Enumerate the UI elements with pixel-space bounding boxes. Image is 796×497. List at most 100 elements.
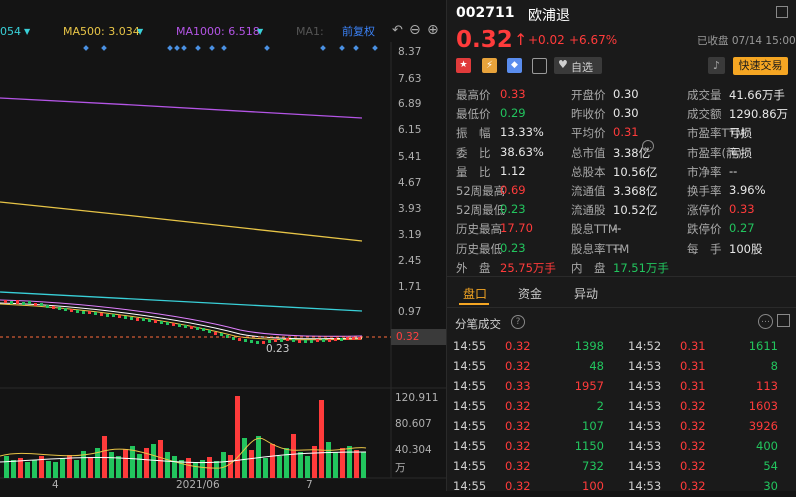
volume-unit: 万 (395, 462, 406, 474)
quote-label: 历史最低 (456, 241, 502, 256)
tick-volume: 54 (763, 459, 778, 473)
zoom-out-icon[interactable]: ⊖ (409, 22, 421, 38)
price-tick: 3.19 (398, 229, 422, 241)
price-tick: 0.97 (398, 306, 422, 318)
quote-label: 最低价 (456, 107, 491, 122)
tick-volume: 400 (756, 439, 778, 453)
note-icon[interactable] (532, 58, 547, 74)
tick-volume: 48 (589, 359, 604, 373)
tick-time: 14:53 (628, 439, 662, 453)
undo-icon[interactable]: ↶ (392, 23, 403, 38)
quote-label: 跌停价 (687, 222, 722, 237)
stock-name: 欧浦退 (528, 8, 570, 24)
quote-label: 流通值 (571, 184, 606, 198)
quote-row: 成交量 41.66万手 (687, 87, 795, 105)
quote-value: 1.12 (500, 163, 526, 178)
quote-row: 流通股 10.52亿 (571, 202, 686, 220)
quote-value: 17.70 (500, 221, 533, 236)
price-tick: 4.67 (398, 177, 422, 189)
tick-row: 14:55 0.32 1150 (447, 439, 622, 457)
kline-chart-pane[interactable]: 054 ▼ MA500: 3.034 ▼ MA1000: 6.518 ▼ MA1… (0, 0, 446, 491)
quote-label: 平均价 (571, 126, 606, 141)
tick-price: 0.32 (505, 359, 531, 373)
tick-price: 0.32 (505, 439, 531, 453)
up-arrow-icon: ↑ (514, 30, 528, 49)
tick-time: 14:55 (453, 359, 487, 373)
quote-row: 历史最低 0.23 (456, 241, 571, 259)
quote-value: 0.23 (500, 240, 526, 255)
candles (4, 300, 361, 344)
zoom-in-icon[interactable]: ⊕ (427, 22, 439, 38)
expand-icon[interactable] (776, 6, 788, 18)
quote-value: 10.52亿 (613, 203, 658, 218)
tick-time: 14:55 (453, 419, 487, 433)
quote-panel: 002711 欧浦退 0.32 ↑ +0.02 +6.67% 已收盘 07/14… (447, 0, 796, 493)
more-options-icon[interactable]: … (758, 314, 773, 329)
tick-price: 0.31 (680, 379, 706, 393)
help-icon[interactable]: ? (511, 315, 525, 329)
quote-row: 昨收价 0.30 (571, 106, 686, 124)
watchlist-button[interactable]: ♥ 自选 (554, 57, 602, 74)
quote-row: 开盘价 0.30 (571, 87, 686, 105)
price-change: +0.02 (528, 33, 565, 47)
tick-volume: 2 (596, 399, 604, 413)
ma-first-dropdown-icon[interactable]: ▼ (24, 27, 31, 36)
quote-row: 流通值 3.368亿 (571, 183, 686, 201)
quote-label: 量 比 (456, 164, 491, 179)
ma-first-value: 054 (0, 25, 21, 38)
quote-row: 跌停价 0.27 (687, 221, 795, 239)
expand-ticks-icon[interactable] (777, 314, 790, 327)
tick-price: 0.32 (680, 459, 706, 473)
quote-label: 委 比 (456, 145, 491, 160)
tick-row: 14:53 0.32 54 (622, 459, 796, 477)
tick-price: 0.31 (680, 359, 706, 373)
quote-row: 平均价 0.31 (571, 125, 686, 143)
tick-price: 0.31 (680, 339, 706, 353)
tag-icon[interactable]: ◆ (507, 58, 522, 73)
tick-row: 14:53 0.32 1603 (622, 399, 796, 417)
quote-value: 0.69 (500, 183, 526, 197)
tick-price: 0.32 (505, 459, 531, 473)
tab-active-indicator (459, 303, 489, 305)
quote-label: 52周最高 (456, 184, 506, 198)
quote-value: 1290.86万 (729, 107, 789, 122)
tick-row: 14:55 0.32 107 (447, 419, 622, 437)
tab-pankou[interactable]: 盘口 (463, 287, 488, 301)
lightning-icon[interactable]: ⚡ (482, 58, 497, 73)
tick-price: 0.32 (505, 399, 531, 413)
tick-row: 14:55 0.32 2 (447, 399, 622, 417)
price-tick: 1.71 (398, 281, 422, 293)
quote-value: 3.96% (729, 183, 766, 197)
time-tick: 2021/06 (176, 479, 220, 491)
quote-label: 成交额 (687, 107, 722, 122)
flag-icon[interactable]: ★ (456, 58, 471, 73)
tick-row: 14:53 0.31 113 (622, 379, 796, 397)
quote-row: 市盈率(静) 亏损 (687, 145, 795, 163)
quote-value: -- (613, 240, 622, 255)
tick-row: 14:53 0.32 3926 (622, 419, 796, 437)
quote-value: 0.33 (729, 202, 755, 217)
quote-label: 成交量 (687, 88, 722, 102)
tab-anomaly[interactable]: 异动 (574, 287, 599, 301)
tick-volume: 1611 (748, 339, 778, 353)
tick-price: 0.32 (505, 479, 531, 493)
ma500-dropdown-icon[interactable]: ▼ (137, 27, 144, 36)
quote-value: 100股 (729, 241, 763, 256)
ma500-value: MA500: 3.034 (63, 25, 140, 38)
adjust-mode-button[interactable]: 前复权 (342, 25, 375, 38)
quote-value: 亏损 (729, 126, 752, 141)
more-info-icon[interactable]: … (642, 140, 654, 152)
quote-value: 17.51万手 (613, 260, 669, 275)
tick-volume: 1150 (574, 439, 604, 453)
ma1000-dropdown-icon[interactable]: ▼ (257, 27, 264, 36)
quote-value: 38.63% (500, 144, 544, 159)
tick-time: 14:55 (453, 339, 487, 353)
quick-trade-button[interactable]: 快速交易 (733, 57, 788, 75)
event-markers (83, 45, 378, 51)
volume-tick: 80.607 (395, 418, 432, 430)
alert-bell-icon[interactable]: ♪ (708, 57, 725, 74)
quote-label: 总股本 (571, 164, 606, 179)
tab-capital[interactable]: 资金 (518, 287, 543, 301)
quote-value: -- (613, 221, 622, 236)
quote-label: 开盘价 (571, 88, 606, 102)
